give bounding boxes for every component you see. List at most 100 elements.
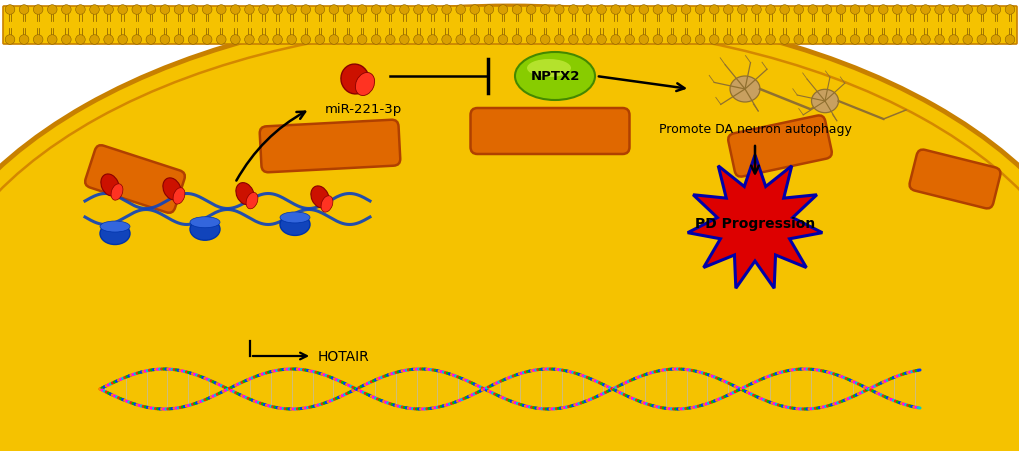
Ellipse shape (173, 188, 184, 205)
Circle shape (892, 36, 901, 45)
Circle shape (272, 6, 282, 15)
Circle shape (751, 6, 760, 15)
Ellipse shape (190, 219, 220, 241)
Circle shape (414, 6, 423, 15)
Ellipse shape (321, 196, 332, 213)
Circle shape (357, 6, 367, 15)
Circle shape (371, 6, 381, 15)
Circle shape (371, 36, 381, 45)
Ellipse shape (101, 175, 119, 197)
Circle shape (933, 36, 944, 45)
Circle shape (272, 36, 282, 45)
Circle shape (160, 6, 169, 15)
Circle shape (780, 6, 789, 15)
Circle shape (301, 36, 310, 45)
Circle shape (821, 36, 830, 45)
Circle shape (90, 36, 99, 45)
Circle shape (286, 36, 297, 45)
Ellipse shape (527, 60, 571, 78)
Circle shape (850, 36, 859, 45)
Circle shape (512, 36, 522, 45)
Circle shape (709, 36, 718, 45)
Circle shape (850, 6, 859, 15)
Circle shape (737, 6, 747, 15)
Ellipse shape (811, 90, 838, 114)
Circle shape (625, 36, 634, 45)
Text: PD Progression: PD Progression (694, 216, 814, 230)
Circle shape (174, 6, 183, 15)
Ellipse shape (340, 65, 369, 95)
Circle shape (470, 36, 479, 45)
Circle shape (427, 36, 437, 45)
Circle shape (681, 6, 690, 15)
Circle shape (385, 36, 394, 45)
Circle shape (582, 6, 592, 15)
Circle shape (48, 36, 57, 45)
Circle shape (920, 6, 929, 15)
Circle shape (259, 6, 268, 15)
Ellipse shape (190, 217, 220, 228)
Circle shape (286, 6, 297, 15)
Circle shape (807, 6, 817, 15)
Ellipse shape (355, 74, 374, 97)
Circle shape (216, 36, 226, 45)
Circle shape (441, 6, 451, 15)
Circle shape (497, 6, 507, 15)
Circle shape (906, 6, 915, 15)
Circle shape (722, 36, 733, 45)
Circle shape (526, 6, 535, 15)
Circle shape (709, 6, 718, 15)
Ellipse shape (246, 193, 258, 209)
FancyBboxPatch shape (3, 7, 1016, 45)
Circle shape (259, 36, 268, 45)
Circle shape (202, 36, 212, 45)
Text: miR-221-3p: miR-221-3p (325, 103, 401, 116)
Circle shape (329, 6, 338, 15)
Circle shape (666, 36, 677, 45)
Circle shape (484, 6, 493, 15)
Ellipse shape (515, 53, 594, 101)
Polygon shape (687, 156, 821, 289)
Circle shape (118, 6, 127, 15)
Circle shape (596, 36, 605, 45)
FancyBboxPatch shape (909, 150, 1000, 209)
Circle shape (906, 36, 915, 45)
Circle shape (131, 6, 142, 15)
Circle shape (414, 36, 423, 45)
Ellipse shape (311, 186, 329, 208)
Circle shape (245, 36, 254, 45)
Ellipse shape (0, 7, 1019, 451)
Text: NPTX2: NPTX2 (530, 70, 579, 83)
Circle shape (146, 6, 156, 15)
Circle shape (230, 6, 239, 15)
Circle shape (512, 6, 522, 15)
Circle shape (765, 36, 774, 45)
Circle shape (990, 36, 1000, 45)
Circle shape (75, 6, 86, 15)
Circle shape (948, 6, 958, 15)
Circle shape (301, 6, 310, 15)
Circle shape (695, 6, 704, 15)
FancyBboxPatch shape (728, 116, 830, 177)
Circle shape (526, 36, 535, 45)
Circle shape (863, 36, 873, 45)
Circle shape (245, 6, 254, 15)
Circle shape (990, 6, 1000, 15)
Circle shape (863, 6, 873, 15)
Circle shape (357, 36, 367, 45)
Circle shape (484, 36, 493, 45)
Circle shape (836, 6, 845, 15)
Circle shape (174, 36, 183, 45)
Circle shape (933, 6, 944, 15)
FancyBboxPatch shape (260, 120, 399, 173)
Circle shape (216, 6, 226, 15)
Circle shape (610, 6, 620, 15)
Circle shape (1004, 36, 1014, 45)
Circle shape (75, 36, 86, 45)
Circle shape (61, 36, 71, 45)
Circle shape (821, 6, 830, 15)
Circle shape (5, 6, 15, 15)
Circle shape (877, 36, 888, 45)
Circle shape (793, 36, 803, 45)
Ellipse shape (163, 179, 181, 200)
